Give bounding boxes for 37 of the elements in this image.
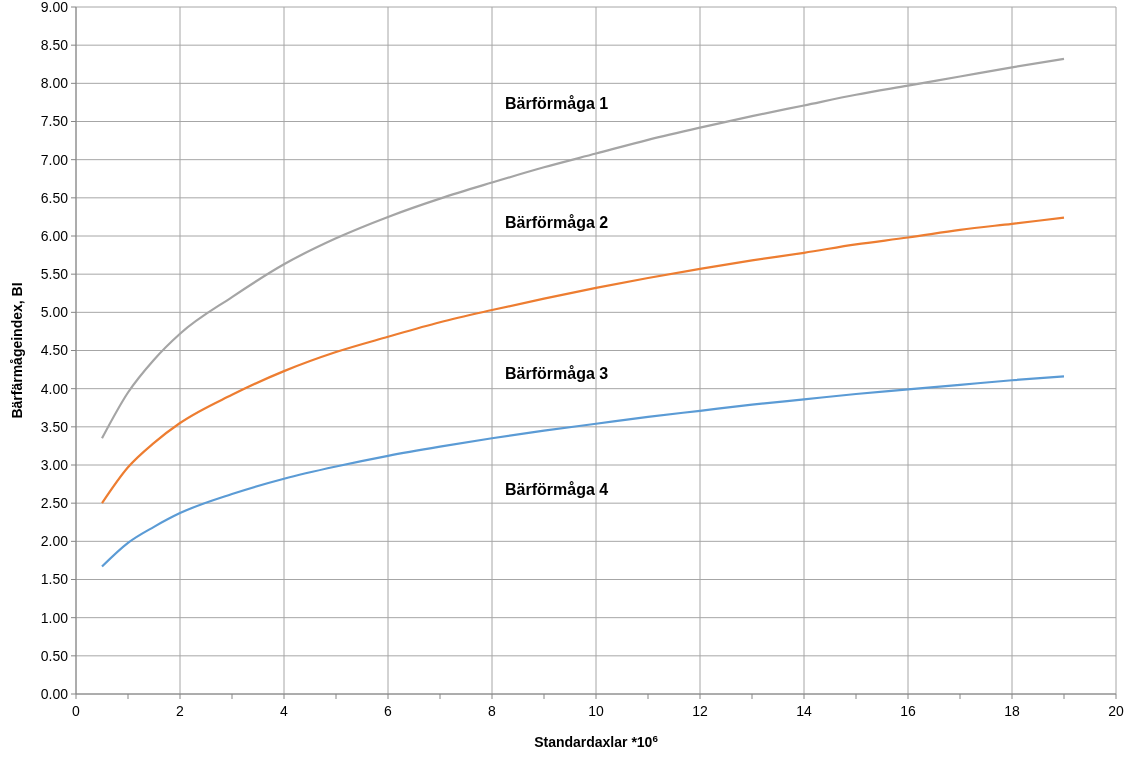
x-tick-label: 2 <box>176 703 185 719</box>
y-tick-label: 3.00 <box>40 456 69 473</box>
y-axis-title: Bärfärmågeindex, BI <box>9 282 25 419</box>
y-tick-label: 8.00 <box>40 75 69 92</box>
y-tick-label: 8.50 <box>40 37 69 54</box>
x-axis-title: Standardaxlar *10$^{6}$ <box>534 732 659 750</box>
annotation: Bärförmåga 4 <box>505 480 609 498</box>
y-tick-label: 5.50 <box>40 266 69 283</box>
y-tick-label: 1.50 <box>40 571 69 588</box>
x-tick-label: 20 <box>1108 703 1124 719</box>
x-tick-label: 18 <box>1004 703 1020 719</box>
x-tick-label: 10 <box>588 703 604 719</box>
y-tick-label: 2.00 <box>40 533 69 550</box>
x-tick-label: 6 <box>384 703 393 719</box>
x-tick-label: 16 <box>900 703 916 719</box>
x-tick-label: 4 <box>280 703 289 719</box>
y-tick-label: 9.00 <box>40 0 69 15</box>
y-tick-label: 0.00 <box>40 685 69 702</box>
y-tick-label: 2.50 <box>40 495 69 512</box>
y-tick-label: 7.00 <box>40 151 69 168</box>
y-tick-label: 4.50 <box>40 342 69 359</box>
x-tick-label: 8 <box>488 703 497 719</box>
y-tick-label: 3.50 <box>40 418 69 435</box>
y-tick-label: 5.00 <box>40 304 69 321</box>
x-tick-label: 0 <box>72 703 81 719</box>
line-series <box>100 216 1066 505</box>
y-tick-label: 7.50 <box>40 113 69 130</box>
annotation: Bärförmåga 3 <box>505 364 609 382</box>
y-tick-label: 1.00 <box>40 609 69 626</box>
x-tick-label: 12 <box>692 703 708 719</box>
annotation: Bärförmåga 2 <box>505 213 609 231</box>
annotation: Bärförmåga 1 <box>505 94 609 112</box>
x-tick-label: 14 <box>796 703 812 719</box>
y-tick-label: 0.50 <box>40 647 69 664</box>
y-tick-label: 6.00 <box>40 227 69 244</box>
y-tick-label: 4.00 <box>40 380 69 397</box>
y-tick-label: 6.50 <box>40 189 69 206</box>
